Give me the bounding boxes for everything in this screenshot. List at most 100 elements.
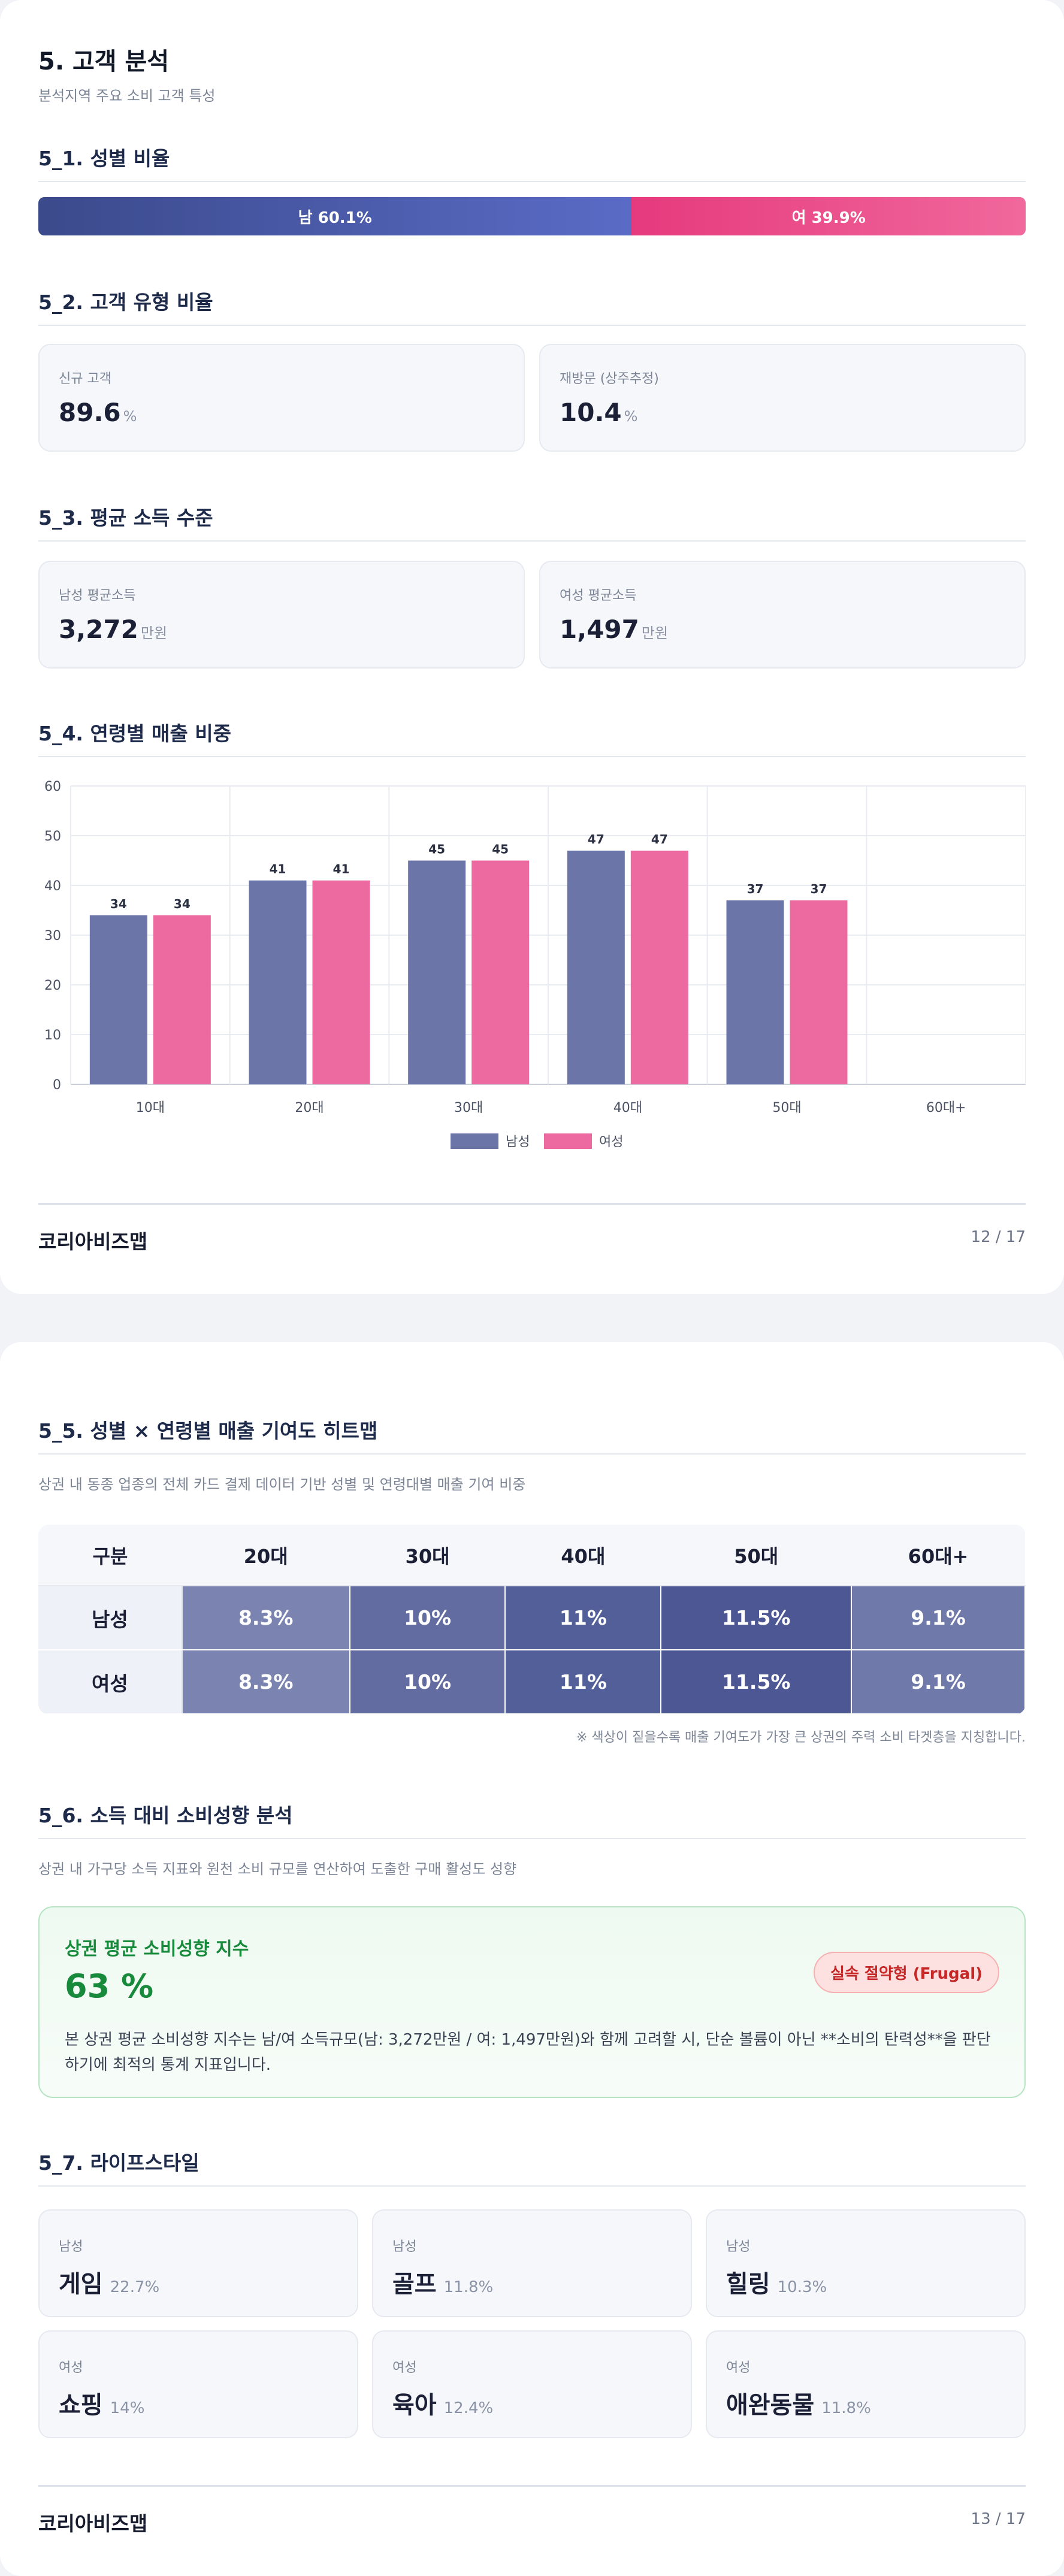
lifestyle-pct: 11.8% — [443, 2278, 494, 2296]
age-sales-chart: 0 10 20 30 40 50 60 34 34 10대 41 41 20대 45 45 30대 47 47 40… — [38, 779, 1026, 1162]
female-income-value: 1,497 만원 — [560, 615, 669, 644]
frugal-badge: 실속 절약형 (Frugal) — [814, 1952, 999, 1993]
divider — [38, 2185, 1026, 2187]
revisit-customer-value: 10.4% — [560, 398, 638, 427]
lifestyle-card: 여성 쇼핑 14% — [38, 2330, 358, 2438]
section-subtitle: 분석지역 주요 소비 고객 특성 — [38, 87, 216, 104]
y-tick-label: 30 — [44, 929, 61, 944]
bar-value-label: 41 — [270, 862, 286, 876]
new-customer-label: 신규 고객 — [59, 371, 111, 386]
heatmap-cell: 9.1% — [851, 1650, 1026, 1715]
divider — [38, 540, 1026, 542]
heatmap-cell: 11% — [505, 1650, 662, 1715]
female-share-segment: 여 39.9% — [631, 197, 1026, 235]
bar-female — [153, 915, 211, 1084]
heatmap-header-row: 구분 20대 30대 40대 50대 60대+ — [38, 1525, 1025, 1586]
page-number: 13 / 17 — [971, 2510, 1026, 2528]
legend-swatch — [544, 1133, 592, 1149]
bar-male — [249, 880, 307, 1084]
female-income-card: 여성 평균소득 1,497 만원 — [539, 561, 1026, 669]
age-sales-title: 5_4. 연령별 매출 비중 — [38, 722, 231, 745]
gender-ratio-title: 5_1. 성별 비율 — [38, 147, 170, 170]
revisit-customer-card: 재방문 (상주추정) 10.4% — [539, 344, 1026, 452]
lifestyle-item: 골프 11.8% — [392, 2264, 493, 2299]
consumption-title: 5_6. 소득 대비 소비성향 분석 — [38, 1804, 293, 1827]
male-share-segment: 남 60.1% — [38, 197, 632, 235]
lifestyle-item: 애완동물 11.8% — [726, 2385, 871, 2420]
lifestyle-item: 쇼핑 14% — [59, 2385, 144, 2420]
heatmap-cell: 8.3% — [182, 1650, 350, 1715]
heatmap-row: 남성 8.3% 10% 11% 11.5% 9.1% — [38, 1586, 1026, 1650]
consumption-description: 본 상권 평균 소비성향 지수는 남/여 소득규모(남: 3,272만원 / 여… — [65, 2031, 991, 2074]
gender-ratio-bar: 남 60.1% 여 39.9% — [38, 197, 1026, 235]
heatmap-row-label: 여성 — [38, 1650, 183, 1715]
legend-label: 남성 — [506, 1135, 530, 1150]
bar-male — [567, 850, 625, 1084]
male-income-value: 3,272 만원 — [59, 615, 168, 644]
section-title: 5. 고객 분석 — [38, 48, 170, 75]
divider — [38, 756, 1026, 757]
heatmap-header-cell: 60대+ — [851, 1525, 1025, 1586]
income-title: 5_3. 평균 소득 수준 — [38, 506, 213, 530]
lifestyle-title: 5_7. 라이프스타일 — [38, 2151, 200, 2175]
divider — [38, 1453, 1026, 1455]
x-tick-label: 20대 — [295, 1100, 324, 1115]
bar-female — [630, 850, 688, 1084]
heatmap-cell: 11.5% — [661, 1586, 853, 1650]
lifestyle-gender: 남성 — [726, 2239, 751, 2254]
bar-female — [790, 900, 848, 1084]
female-income-label: 여성 평균소득 — [560, 588, 637, 603]
divider — [38, 325, 1026, 326]
x-tick-label: 50대 — [772, 1100, 801, 1115]
customer-type-title: 5_2. 고객 유형 비율 — [38, 291, 213, 314]
lifestyle-name: 힐링 — [726, 2270, 770, 2298]
y-tick-label: 10 — [44, 1028, 61, 1043]
bar-value-label: 37 — [747, 882, 764, 896]
lifestyle-name: 쇼핑 — [59, 2391, 103, 2419]
x-tick-label: 40대 — [613, 1100, 642, 1115]
x-tick-label: 10대 — [136, 1100, 165, 1115]
lifestyle-item: 힐링 10.3% — [726, 2264, 827, 2299]
revisit-customer-label: 재방문 (상주추정) — [560, 371, 659, 386]
y-tick-label: 0 — [53, 1078, 61, 1093]
legend-label: 여성 — [599, 1135, 623, 1150]
bar-male — [408, 860, 466, 1084]
lifestyle-name: 애완동물 — [726, 2391, 815, 2419]
divider — [38, 1838, 1026, 1839]
lifestyle-pct: 14% — [110, 2399, 145, 2417]
heatmap-row: 여성 8.3% 10% 11% 11.5% 9.1% — [38, 1650, 1026, 1715]
heatmap-note: ※ 색상이 짙을수록 매출 기여도가 가장 큰 상권의 주력 소비 타겟층을 지… — [576, 1730, 1026, 1745]
consumption-index-card: 상권 평균 소비성향 지수 63 % 실속 절약형 (Frugal) 본 상권 … — [38, 1906, 1026, 2098]
bar-value-label: 37 — [811, 882, 827, 896]
consumption-subtitle: 상권 내 가구당 소득 지표와 원천 소비 규모를 연산하여 도출한 구매 활성… — [38, 1861, 517, 1877]
new-customer-value: 89.6% — [59, 398, 137, 427]
heatmap-header-cell: 30대 — [349, 1525, 506, 1586]
lifestyle-card: 여성 애완동물 11.8% — [706, 2330, 1026, 2438]
page-number: 12 / 17 — [971, 1228, 1026, 1246]
y-tick-label: 50 — [44, 829, 61, 844]
heatmap-row-label: 남성 — [38, 1586, 183, 1650]
lifestyle-pct: 10.3% — [777, 2278, 827, 2296]
bar-value-label: 47 — [651, 832, 668, 846]
heatmap-title: 5_5. 성별 × 연령별 매출 기여도 히트맵 — [38, 1419, 378, 1443]
y-tick-label: 20 — [44, 978, 61, 993]
footer-divider — [38, 2485, 1026, 2487]
heatmap-cell: 10% — [349, 1650, 506, 1715]
lifestyle-pct: 12.4% — [443, 2399, 494, 2417]
heatmap-cell: 10% — [349, 1586, 506, 1650]
gender-age-heatmap: 구분 20대 30대 40대 50대 60대+ 남성 8.3% 10% 11% 11.5% 9.1%… — [38, 1525, 1026, 1715]
new-customer-card: 신규 고객 89.6% — [38, 344, 525, 452]
footer-divider — [38, 1203, 1026, 1205]
male-income-label: 남성 평균소득 — [59, 588, 136, 603]
lifestyle-gender: 남성 — [59, 2239, 83, 2254]
lifestyle-gender: 여성 — [392, 2360, 417, 2375]
heatmap-header-cell: 50대 — [661, 1525, 852, 1586]
lifestyle-item: 육아 12.4% — [392, 2385, 493, 2420]
bar-value-label: 45 — [492, 842, 509, 857]
consumption-index-label: 상권 평균 소비성향 지수 — [65, 1939, 249, 1960]
divider — [38, 181, 1026, 182]
heatmap-header-cell: 40대 — [505, 1525, 661, 1586]
age-sales-chart-svg: 0 10 20 30 40 50 60 34 34 10대 41 41 20대 45 45 30대 47 47 40… — [44, 779, 1026, 1150]
